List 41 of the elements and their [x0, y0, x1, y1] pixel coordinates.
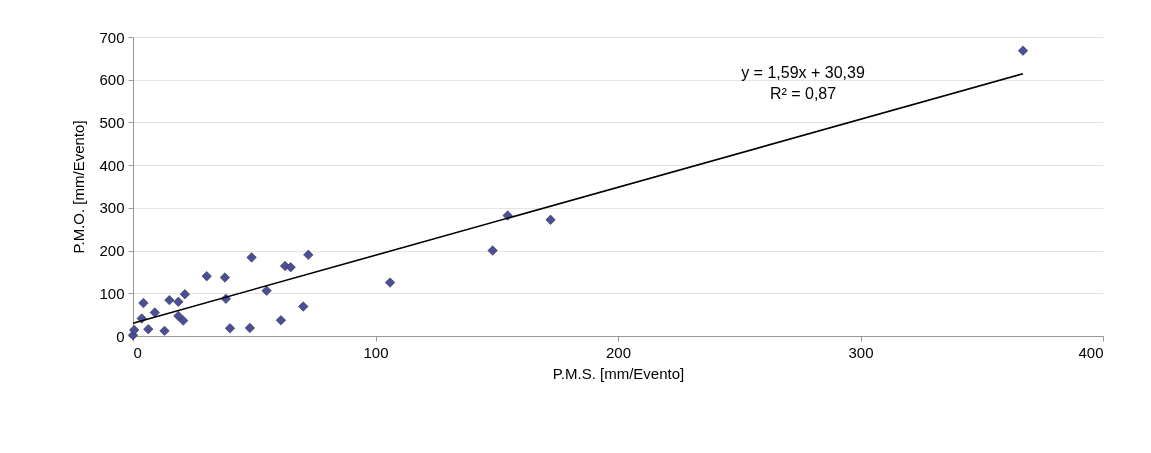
y-tick-label: 500 [99, 113, 125, 131]
point [143, 324, 154, 335]
point [178, 315, 189, 326]
point [224, 323, 236, 334]
point [138, 298, 149, 309]
point [545, 214, 556, 225]
point [1017, 45, 1029, 56]
x-tick-label: 300 [848, 343, 874, 361]
point [173, 296, 184, 307]
y-tick-label: 200 [99, 242, 125, 260]
point [164, 295, 175, 306]
point [487, 245, 498, 256]
y-tick-label: 400 [99, 156, 125, 174]
point [129, 324, 140, 336]
point [179, 289, 190, 300]
x-tick-label: 200 [605, 343, 632, 361]
annotation: y = 1,59x + 30,39 [741, 64, 865, 81]
x-tick-label: 100 [363, 343, 389, 361]
point [298, 301, 309, 312]
y-tick-label: 100 [99, 284, 125, 302]
x-tick-label: 0 [133, 343, 142, 361]
point [159, 325, 170, 336]
point [285, 262, 296, 273]
annotation: R² = 0,87 [769, 85, 837, 102]
y-tick-label: 0 [116, 327, 125, 345]
point [261, 285, 272, 296]
point [173, 310, 184, 321]
x-axis-title: P.M.S. [mm/Evento] [552, 364, 685, 382]
point [149, 307, 160, 318]
point [201, 271, 212, 282]
point [303, 249, 314, 260]
y-tick-label: 300 [99, 199, 125, 217]
point [244, 322, 255, 333]
y-tick-label: 700 [99, 28, 125, 46]
x-tick-label: 400 [1078, 343, 1104, 361]
y-tick-label: 600 [99, 71, 125, 89]
point [275, 315, 286, 326]
point [246, 252, 257, 263]
point [385, 277, 396, 288]
point [219, 272, 230, 283]
y-axis-title: P.M.O. [mm/Evento] [70, 120, 88, 254]
